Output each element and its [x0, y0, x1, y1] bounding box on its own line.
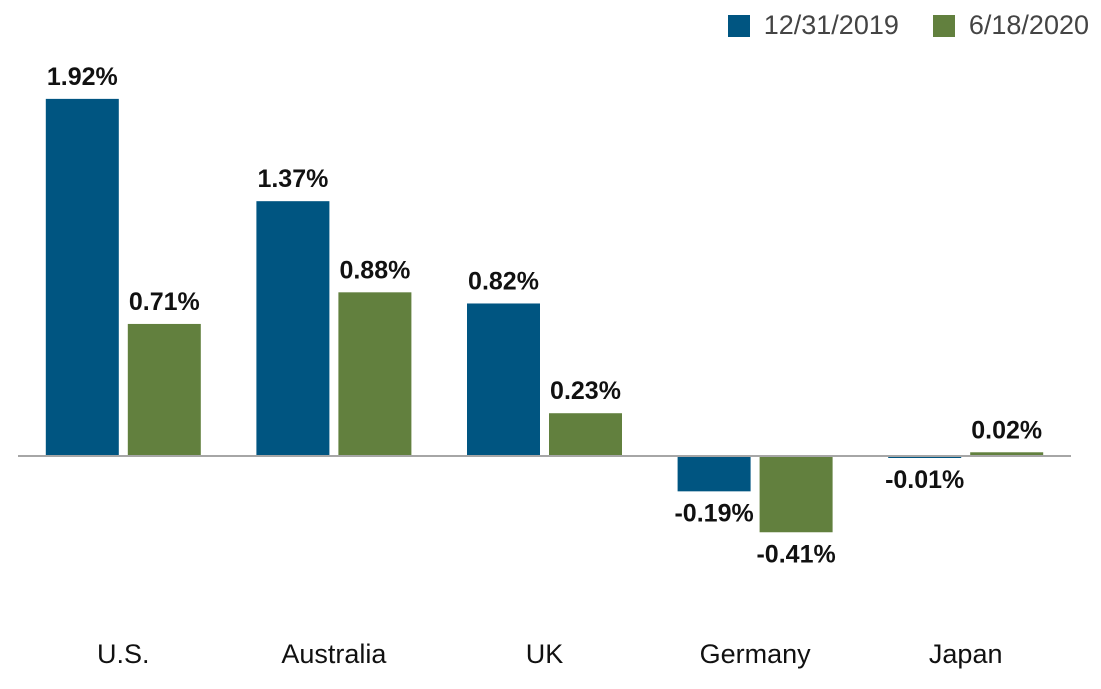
data-label-japan-series-1: -0.01% [885, 466, 964, 494]
bar-germany-series-2 [759, 456, 833, 533]
bar-australia-series-2 [338, 292, 412, 456]
data-label-australia-series-1: 1.37% [257, 165, 328, 193]
legend-label-series-1: 12/31/2019 [763, 10, 899, 40]
legend-item-series-2: 6/18/2020 [932, 10, 1089, 41]
data-label-us-series-2: 0.71% [129, 288, 200, 316]
legend-item-series-1: 12/31/2019 [727, 10, 899, 41]
legend-swatch-series-1 [727, 14, 750, 37]
bar-us-series-1 [45, 98, 119, 456]
bar-us-series-2 [127, 323, 201, 456]
category-label-us: U.S. [97, 639, 150, 669]
category-label-uk: UK [526, 639, 564, 669]
category-labels-group: U.S. Australia UK Germany Japan [97, 639, 1002, 669]
bar-australia-series-1 [256, 201, 330, 456]
data-label-uk-series-1: 0.82% [468, 267, 539, 295]
bar-labels-group: 1.92% 0.71% 1.37% 0.88% 0.82% 0.23% -0.19%-0.4… [47, 63, 1042, 568]
bar-japan-series-2 [970, 452, 1044, 456]
chart-legend: 12/31/2019 6/18/2020 [727, 10, 1089, 41]
category-label-australia: Australia [281, 639, 387, 669]
data-label-us-series-1: 1.92% [47, 63, 118, 91]
legend-label-series-2: 6/18/2020 [968, 10, 1089, 40]
data-label-germany-series-2: -0.41% [756, 540, 835, 568]
bar-uk-series-2 [549, 413, 622, 456]
data-label-japan-series-2: 0.02% [971, 416, 1042, 444]
bars-group [45, 98, 1044, 533]
category-label-japan: Japan [929, 639, 1003, 669]
data-label-germany-series-1: -0.19% [674, 499, 753, 527]
category-label-germany: Germany [700, 639, 812, 669]
bar-uk-series-1 [467, 303, 540, 456]
bar-germany-series-1 [677, 456, 751, 492]
legend-swatch-series-2 [932, 14, 955, 37]
data-label-australia-series-2: 0.88% [339, 256, 410, 284]
data-label-uk-series-2: 0.23% [550, 377, 621, 405]
